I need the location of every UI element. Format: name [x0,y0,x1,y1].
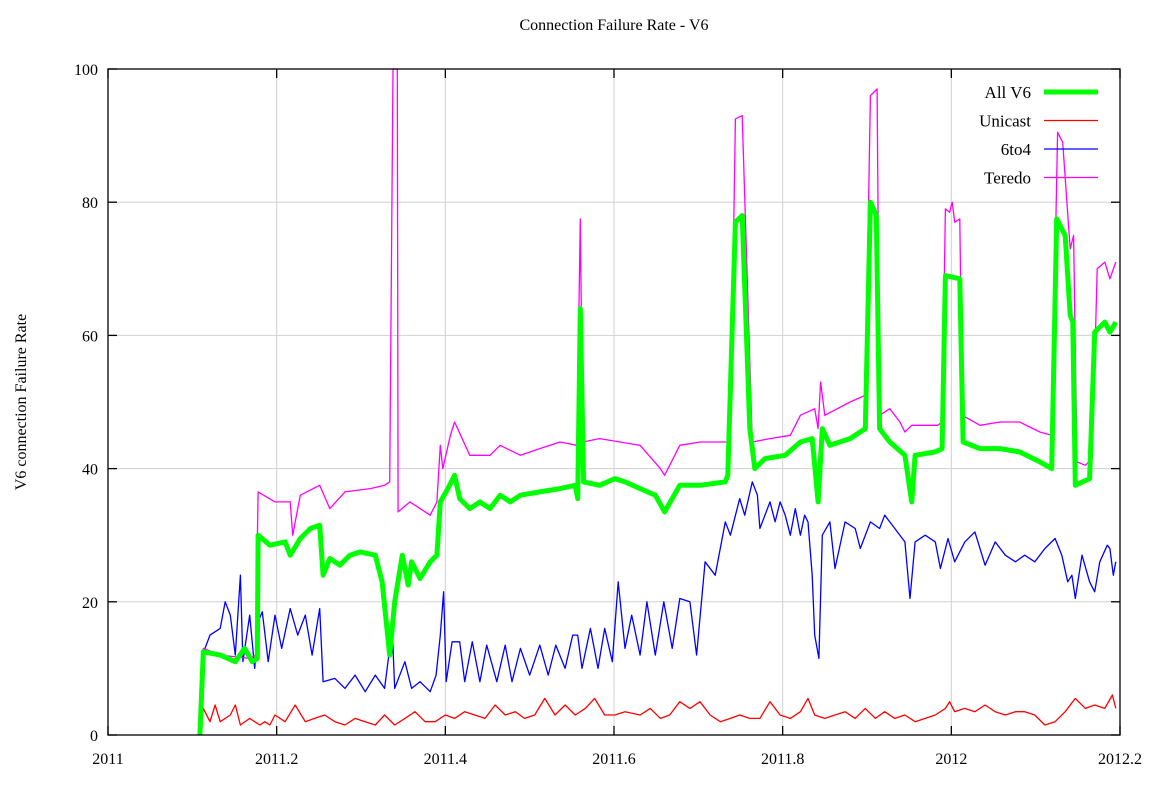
legend-label: All V6 [985,83,1031,102]
y-tick-label: 0 [90,728,98,745]
legend-label: 6to4 [1001,140,1032,159]
x-tick-label: 2011.6 [592,751,635,768]
series-line-unicast [199,694,1117,736]
legend-label: Teredo [984,169,1031,188]
y-tick-label: 80 [82,195,98,212]
x-tick-label: 2012 [935,751,967,768]
x-tick-label: 2012.2 [1098,751,1142,768]
series-line-teredo [199,68,1117,736]
x-tick-label: 2011.2 [255,751,298,768]
y-tick-label: 40 [82,462,98,479]
x-tick-label: 2011.4 [424,751,467,768]
series-group [197,68,1118,736]
y-axis-label: V6 connection Failure Rate [13,314,30,490]
plot-frame [107,68,1121,736]
chart-title: Connection Failure Rate - V6 [520,17,709,34]
x-tick-label: 2011 [92,751,123,768]
series-line-6to4 [199,481,1117,736]
grid [108,69,1120,735]
axis-ticks: 2011 2011.2 2011.4 2011.6 2011.8 2012 2012.2 0 2… [74,62,1142,768]
legend: All V6 Unicast 6to4 Teredo [979,83,1098,188]
y-tick-label: 100 [74,62,98,79]
y-tick-label: 60 [82,328,98,345]
x-tick-label: 2011.8 [761,751,804,768]
y-tick-label: 20 [82,595,98,612]
series-line-all-v6 [197,199,1118,736]
legend-label: Unicast [979,112,1031,131]
